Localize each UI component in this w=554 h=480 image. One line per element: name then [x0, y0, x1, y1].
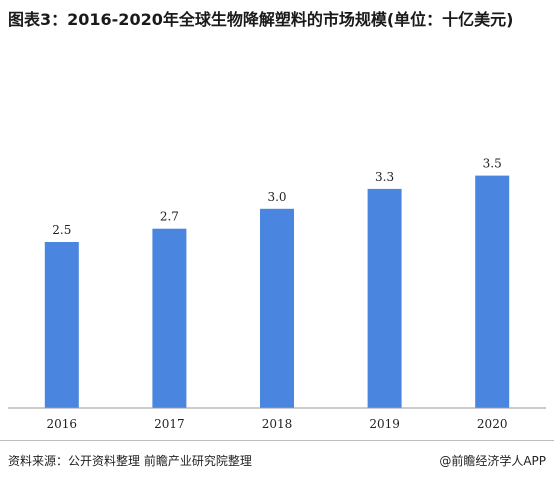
value-label-2016: 2.5 [52, 223, 71, 237]
x-tick-label-2019: 2019 [369, 417, 400, 431]
bar-2019 [367, 188, 402, 408]
chart-title: 图表3：2016-2020年全球生物降解塑料的市场规模(单位：十亿美元) [8, 10, 514, 29]
x-tick-label-2016: 2016 [47, 417, 78, 431]
credit-note: @前瞻经济学人APP [439, 454, 546, 468]
bar-2016 [44, 242, 79, 408]
x-tick-group: 2016 2017 2018 2019 2020 [47, 417, 508, 431]
x-tick-label-2020: 2020 [477, 417, 508, 431]
footer-divider [0, 440, 554, 441]
source-note: 资料来源：公开资料整理 前瞻产业研究院整理 [8, 454, 252, 468]
value-label-2018: 3.0 [267, 190, 286, 204]
value-label-2019: 3.3 [375, 170, 394, 184]
bar-2017 [152, 228, 187, 408]
bar-2018 [260, 208, 294, 408]
x-tick-label-2017: 2017 [154, 417, 185, 431]
value-label-2017: 2.7 [160, 210, 179, 224]
bar-2020 [475, 175, 510, 408]
bar-group [44, 175, 510, 408]
value-label-2020: 3.5 [483, 157, 502, 171]
bar-chart: 2.5 2.7 3.0 3.3 3.5 2016 2017 2018 2019 2020 [8, 157, 546, 431]
value-label-group: 2.5 2.7 3.0 3.3 3.5 [52, 157, 501, 237]
x-tick-label-2018: 2018 [262, 417, 293, 431]
